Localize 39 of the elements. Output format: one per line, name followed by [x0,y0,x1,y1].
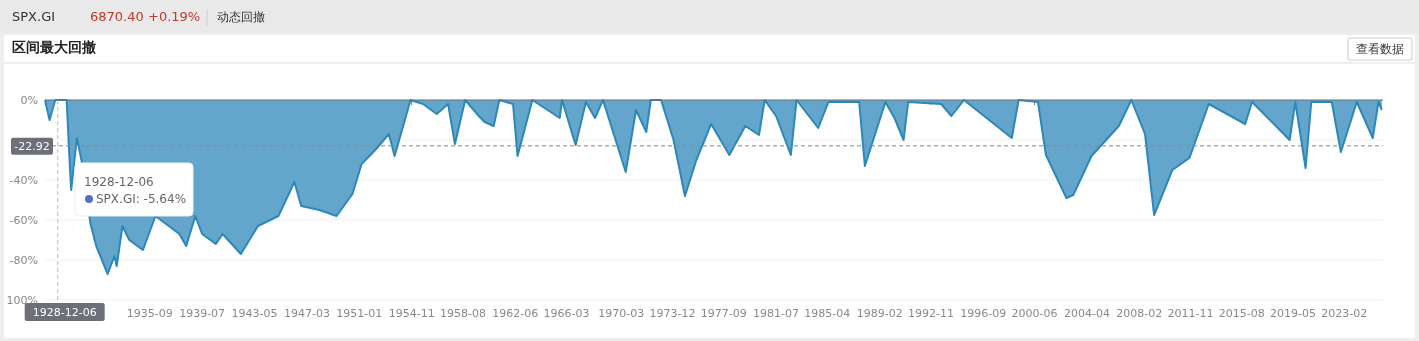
annotation: 1928-12-06 [84,175,154,189]
x-tick-label: 1981-07 [753,307,800,320]
series-label: SPX.GI [96,192,136,206]
x-tick-label: 1962-06 [492,307,539,320]
x-tick-label: 1977-09 [700,307,747,320]
chart-title: 区间最大回撤 [12,39,96,55]
x-tick-label: 1947-03 [283,307,330,320]
y-tick-label: -80% [9,254,38,267]
text: 动态回撤 [217,10,265,24]
x-tick-label: 1958-08 [439,307,486,320]
x-tick-label: 1966-03 [543,307,590,320]
x-tick-label: 2000-06 [1011,307,1058,320]
x-tick-label: 1996-09 [960,307,1007,320]
y-tick-label: -40% [9,174,38,187]
x-tick-label: 2015-08 [1218,307,1265,320]
y-tick-label: 0% [20,94,38,107]
x-tick-label: 1992-11 [907,307,954,320]
x-tick-label: 2008-02 [1116,307,1163,320]
x-tick-label: 1935-09 [126,307,173,320]
x-tick-label: 2011-11 [1167,307,1214,320]
x-tick-label: 2019-05 [1270,307,1317,320]
x-tick-label: 1939-07 [179,307,226,320]
y-tick-label: -60% [9,214,38,227]
text: 6870.40 [90,9,144,24]
x-tick-label: 1954-11 [388,307,435,320]
x-tick-label: 1989-02 [856,307,903,320]
ref-line-label: 1928-12-06 [32,306,97,319]
x-tick-label: 1951-01 [336,307,383,320]
text: SPX.GI [12,9,56,24]
text: 查看数据 [1356,42,1404,56]
x-tick-label: 2004-04 [1063,307,1110,320]
x-tick-label: 1973-12 [649,307,696,320]
ref-line-label: -22.92 [14,139,50,153]
x-tick-label: 1985-04 [804,307,851,320]
x-tick-label: 1943-05 [231,307,278,320]
x-tick-label: 1970-03 [598,307,645,320]
annotation: : -5.64% [135,192,187,206]
text: +0.19% [148,9,201,24]
x-tick-label: 2023-02 [1321,307,1368,320]
